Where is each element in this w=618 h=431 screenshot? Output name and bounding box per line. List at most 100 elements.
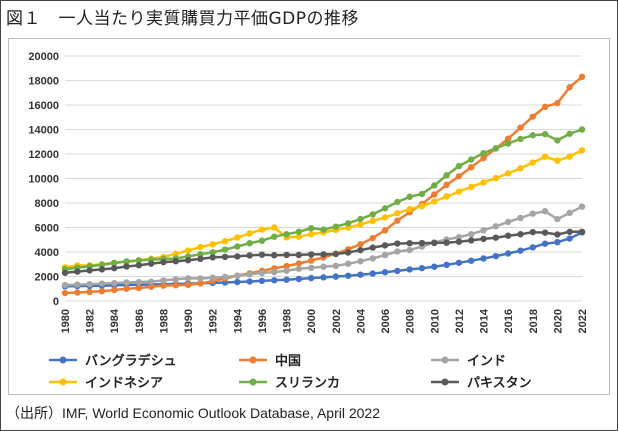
data-point [480,255,487,262]
x-tick-label: 2004 [355,308,367,333]
data-point [271,268,278,276]
data-point [271,251,278,259]
data-point [504,250,512,257]
data-point [197,280,204,287]
data-point [504,218,512,226]
data-point [160,282,167,289]
data-point [234,278,241,286]
data-point [431,182,438,189]
data-point [369,234,376,242]
data-point [197,243,204,251]
data-point [221,253,229,261]
series-line-4 [64,128,583,271]
data-point [443,181,450,189]
data-point [86,281,93,288]
data-point [394,217,401,224]
data-point [504,135,512,142]
data-point [566,153,573,160]
data-point [234,272,241,280]
data-point [147,278,155,285]
data-point [209,241,216,248]
data-point [492,145,500,152]
data-point [357,241,364,248]
y-tick-label: 12000 [28,149,59,161]
data-point [283,276,290,283]
x-tick-label: 2008 [405,309,417,333]
data-point [258,251,266,258]
data-point [541,153,549,160]
legend-label: パキスタン [467,375,532,390]
data-point [61,269,69,277]
data-point [468,183,475,191]
y-tick-label: 14000 [28,125,59,137]
data-point [307,274,315,282]
data-point [74,289,81,296]
data-point [307,231,315,238]
data-point [246,239,253,247]
data-point [406,266,413,273]
x-tick-label: 1984 [109,308,121,333]
figure-title: 図１ 一人当たり実質購買力平価GDPの推移 [6,9,360,29]
data-point [258,277,266,285]
data-point [172,281,179,289]
data-point [578,73,586,81]
data-point [418,264,426,272]
data-point [184,275,192,282]
data-point [295,260,303,267]
data-point [455,173,463,180]
y-tick-label: 20000 [28,51,59,63]
data-point [578,203,586,210]
data-point [381,214,389,221]
data-point [381,269,389,276]
data-point [246,278,253,285]
data-point [123,285,130,292]
legend-label: バングラデシュ [85,353,177,368]
data-point [307,225,315,232]
data-point [578,228,586,235]
data-point [246,271,253,278]
data-point [320,263,327,270]
data-point [74,281,81,288]
x-tick-label: 2014 [479,308,491,333]
data-point [381,251,389,259]
data-point [529,244,536,251]
data-point [517,135,524,143]
data-point [258,226,266,233]
data-point [455,233,463,241]
data-point [468,237,475,244]
data-point [369,211,376,218]
data-point [394,240,401,247]
data-point [320,226,327,233]
data-point [295,275,303,283]
data-point [111,279,118,287]
data-point [172,257,179,265]
legend-marker [441,378,449,386]
x-tick-label: 2018 [528,309,540,333]
data-point [431,239,438,247]
data-point [517,124,524,131]
data-point [529,228,536,236]
data-point [566,228,573,235]
data-point [283,231,290,238]
x-tick-label: 1996 [257,309,269,333]
data-point [332,250,340,258]
data-point [578,147,586,154]
data-point [504,232,512,239]
data-point [480,179,487,186]
data-point [295,233,303,240]
data-point [307,257,315,264]
data-point [554,157,561,164]
data-point [209,249,216,256]
data-point [431,198,438,205]
data-point [86,267,93,274]
data-point [98,261,106,269]
data-point [492,252,500,260]
data-point [357,246,364,254]
data-point [504,170,512,177]
data-point [160,258,167,266]
y-tick-label: 2000 [35,272,59,284]
data-point [197,255,204,263]
data-point [517,231,524,238]
data-point [431,263,438,270]
data-point [234,253,241,260]
